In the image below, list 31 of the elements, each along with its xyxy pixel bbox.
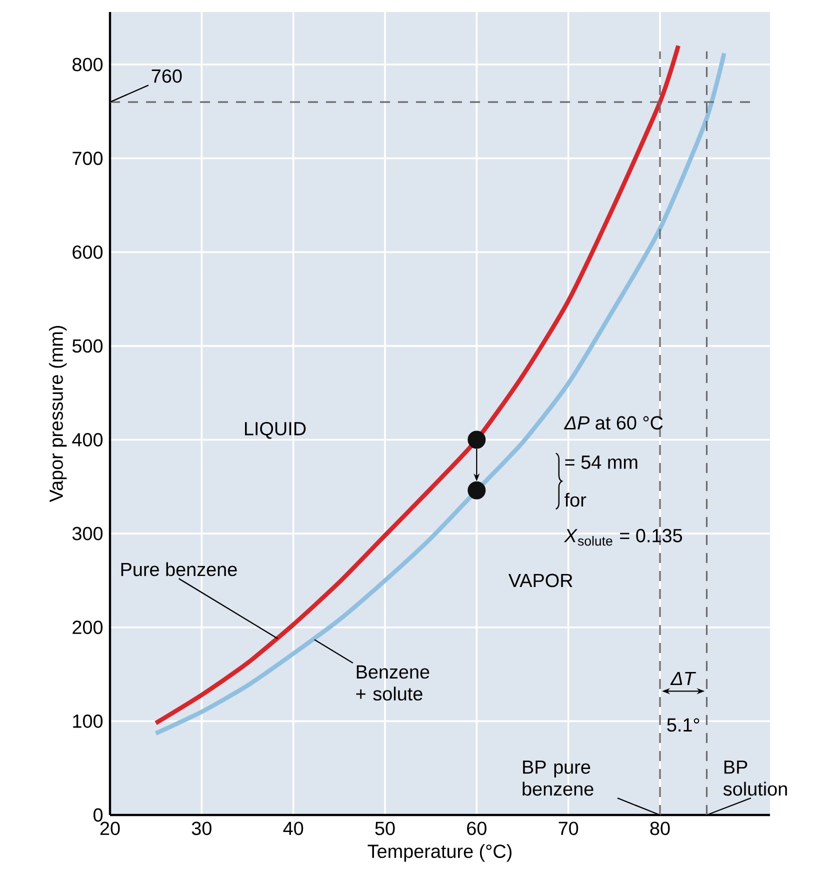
x-tick-label: 70 — [558, 822, 578, 836]
y-tick-label: 400 — [72, 433, 103, 446]
annotation: X$_{solute}$ = 0.135 — [564, 528, 682, 546]
y-tick-label: 100 — [73, 714, 103, 728]
ref-line-label: 760 — [152, 69, 182, 83]
annotation: Benzene + solute — [356, 665, 430, 701]
annotation: LIQUID — [245, 422, 306, 439]
y-tick-label: 600 — [72, 245, 103, 259]
x-tick-label: 80 — [650, 822, 670, 836]
annotation: VAPOR — [508, 574, 572, 588]
annotation: = 54 mm — [565, 456, 638, 469]
annotation: ΔT — [670, 672, 696, 686]
x-tick-label: 60 — [467, 822, 486, 836]
x-tick-label: 40 — [283, 822, 304, 836]
annotation: for — [564, 492, 586, 507]
x-tick-label: 20 — [100, 822, 120, 836]
annotation: ΔP at 60 °C — [564, 416, 663, 430]
ref-line-label: BP pure benzene — [522, 760, 594, 796]
x-tick-label: 50 — [375, 822, 395, 836]
y-tick-label: 700 — [72, 152, 103, 166]
ref-line-label: BP solution — [723, 760, 787, 796]
x-tick-label: 30 — [192, 822, 212, 836]
y-tick-label: 200 — [72, 620, 103, 634]
y-tick-label: 300 — [72, 526, 103, 540]
annotation: Pure benzene — [121, 562, 237, 576]
annotation: 5.1° — [667, 718, 700, 732]
y-tick-label: 500 — [72, 339, 103, 353]
y-tick-label: 800 — [72, 58, 103, 72]
y-tick-label: 0 — [94, 808, 103, 822]
y-axis-title: Vapor pressure (mm) — [49, 326, 67, 502]
x-axis-title: Temperature (°C) — [368, 844, 512, 862]
